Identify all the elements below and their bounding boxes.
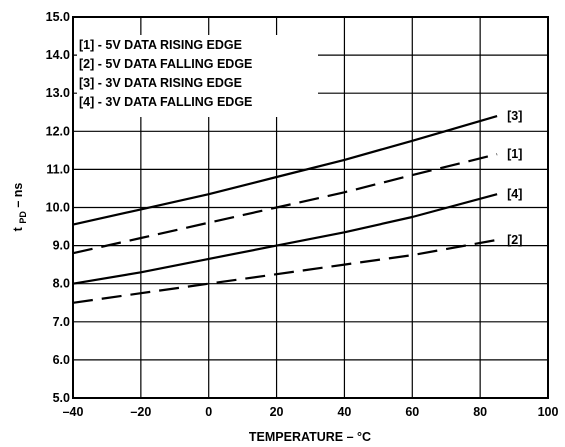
y-tick-label: 12.0 bbox=[46, 124, 70, 138]
x-tick-label: 100 bbox=[538, 405, 559, 419]
y-tick-label: 14.0 bbox=[46, 48, 70, 62]
y-tick-label: 8.0 bbox=[53, 277, 70, 291]
x-tick-label: 40 bbox=[337, 405, 351, 419]
x-tick-label: 20 bbox=[270, 405, 284, 419]
series-label: [4] bbox=[507, 187, 522, 201]
y-axis-label: t PD – ns bbox=[11, 183, 29, 232]
legend-entry: [3] - 3V DATA RISING EDGE bbox=[79, 76, 242, 90]
x-axis-ticks: –40 –20 0 20 40 60 80 100 bbox=[63, 405, 559, 419]
y-tick-label: 10.0 bbox=[46, 201, 70, 215]
y-tick-label: 15.0 bbox=[46, 10, 70, 24]
y-tick-label: 13.0 bbox=[46, 86, 70, 100]
legend-entry: [4] - 3V DATA FALLING EDGE bbox=[79, 95, 252, 109]
x-tick-label: –40 bbox=[63, 405, 84, 419]
y-axis-label-main: t bbox=[11, 226, 25, 231]
legend-entry: [2] - 5V DATA FALLING EDGE bbox=[79, 57, 252, 71]
y-tick-label: 6.0 bbox=[53, 353, 70, 367]
series-tags: [3] [1] [4] [2] bbox=[507, 109, 522, 247]
plot-frame bbox=[72, 16, 549, 399]
legend-background bbox=[77, 35, 318, 117]
series-label: [2] bbox=[507, 233, 522, 247]
y-tick-label: 5.0 bbox=[53, 391, 70, 405]
y-axis-ticks: 5.0 6.0 7.0 8.0 9.0 10.0 11.0 12.0 13.0 14.0 15.0 bbox=[46, 10, 70, 405]
y-axis-label-subscript: PD bbox=[18, 211, 28, 224]
x-axis-label: TEMPERATURE – °C bbox=[249, 430, 371, 444]
x-tick-label: 60 bbox=[405, 405, 419, 419]
series-label: [3] bbox=[507, 109, 522, 123]
series-line bbox=[72, 238, 498, 304]
series-line bbox=[72, 153, 498, 255]
series-line bbox=[72, 115, 498, 226]
series-lines bbox=[72, 115, 498, 304]
y-axis-label-suffix: – ns bbox=[11, 183, 25, 208]
y-tick-label: 7.0 bbox=[53, 315, 70, 329]
series-line bbox=[72, 193, 498, 285]
x-tick-label: –20 bbox=[130, 405, 151, 419]
y-tick-label: 9.0 bbox=[53, 239, 70, 253]
x-tick-label: 80 bbox=[473, 405, 487, 419]
legend: [1] - 5V DATA RISING EDGE [2] - 5V DATA … bbox=[79, 38, 252, 109]
legend-entry: [1] - 5V DATA RISING EDGE bbox=[79, 38, 242, 52]
x-tick-label: 0 bbox=[205, 405, 212, 419]
y-tick-label: 11.0 bbox=[46, 162, 70, 176]
series-label: [1] bbox=[507, 147, 522, 161]
